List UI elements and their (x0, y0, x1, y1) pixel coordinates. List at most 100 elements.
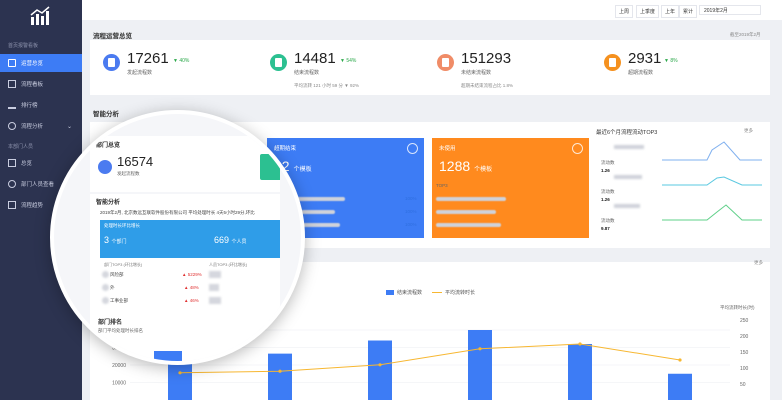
growth-dept: 3 个部门 (104, 235, 127, 245)
stat-trend: ▼ 40% (173, 58, 190, 64)
top-label: TOP3 (436, 183, 448, 188)
sidebar-item-analysis[interactable]: 流程分析 ⌄ (0, 117, 82, 135)
row-value: 9.87 (601, 226, 610, 231)
next-card-peek (260, 154, 280, 180)
btn-last-week[interactable]: 上周 (615, 5, 634, 18)
y2-tick-label: 250 (740, 318, 749, 324)
section-title-smart: 智能分析 (93, 111, 119, 118)
blurred-avatar (102, 271, 109, 278)
row-label: 流动数 (601, 160, 615, 165)
growth-title: 处理时长环比增长 (104, 223, 140, 228)
sidebar-item-overview[interactable]: 运营总览 (0, 54, 82, 72)
legend-label: 结束流程数 (397, 290, 423, 296)
chevron-down-icon: ⌄ (66, 123, 72, 130)
date-picker[interactable]: 2019年2月 (699, 5, 761, 15)
top-bar: 上周 上季度 上年 累计 2019年2月 (82, 0, 782, 20)
overview-icon (8, 159, 16, 167)
right-panel-title: 最近6个月流程流动TOP3 (596, 130, 658, 136)
sidebar-item-label: 排行榜 (21, 103, 38, 109)
people-icon (8, 180, 16, 188)
home-icon (8, 59, 16, 67)
smart-card (90, 194, 280, 324)
stat-trend: ▼ 54% (340, 58, 357, 64)
sidebar-item-overview2[interactable]: 总览 (0, 154, 82, 172)
btn-last-quarter[interactable]: 上季度 (636, 5, 660, 18)
chart-more-link[interactable]: 更多 (754, 260, 763, 265)
list-pct: 100% (405, 209, 417, 214)
btn-last-year[interactable]: 上年 (661, 5, 680, 18)
ranking-icon (8, 101, 16, 109)
sparklines (662, 141, 762, 221)
bar (368, 340, 392, 400)
line-series (179, 343, 681, 374)
y-tick-label: 10000 (112, 381, 126, 387)
line-point (178, 371, 182, 375)
person-top3-label: 人员TOP3 (环比增长) (209, 262, 248, 267)
more-link[interactable]: 更多 (744, 128, 753, 133)
dept-top3-label: 部门TOP3 (环比增长) (104, 262, 143, 267)
btn-cumulative[interactable]: 累计 (679, 5, 698, 18)
blurred-name (614, 175, 642, 179)
stat-sub: 平均流转 121 小时 59 分 ▼ 92% (294, 83, 359, 88)
sidebar-item-label: 流程趋势 (21, 203, 44, 209)
blurred-name (209, 297, 221, 304)
sidebar-item-trend[interactable]: 流程趋势 (0, 196, 82, 214)
blurred-name (614, 145, 644, 149)
sidebar-item-ranking[interactable]: 排行榜 (0, 96, 82, 114)
legend-swatch-line (432, 292, 443, 293)
dept-title: 部门总览 (96, 143, 121, 149)
growth-banner[interactable] (100, 220, 280, 258)
line-point (478, 347, 482, 351)
stat-trend: ▼ 8% (664, 58, 678, 64)
card-title: 未使用 (439, 146, 456, 152)
stat-value: 17261 (127, 50, 169, 67)
legend-label: 平均流转时长 (445, 290, 476, 296)
right-axis-label: 平均流转时长(时) (720, 305, 755, 310)
bar (668, 373, 692, 400)
menu-group-title: 首页报警看板 (8, 43, 39, 49)
stat-label: 结束流程数 (294, 70, 320, 76)
list-item (285, 197, 345, 202)
chart-legend: 结束流程数 平均流转时长 (386, 289, 475, 296)
bar-line-chart: 4000030000200001000025020015010050 (112, 318, 749, 400)
bar (568, 344, 592, 400)
sidebar-item-label: 流程看板 (21, 82, 44, 88)
stat-value: 14481 (294, 50, 336, 67)
clock-icon (407, 143, 418, 154)
sidebar-item-people[interactable]: 部门人员查看 (0, 175, 82, 193)
stat-value: 2931 (628, 50, 662, 67)
stat-label: 超期流程数 (628, 70, 654, 76)
list-item (436, 197, 506, 202)
overview-date-note: 截至2019年2月 (730, 32, 761, 37)
dept-row-name: 外 (110, 285, 115, 290)
list-item (436, 210, 496, 215)
dept-row-name: 风险部 (110, 272, 124, 277)
stat-unfinished: 151293 未结束流程数 超期未结束流程占比 1.8% (429, 42, 594, 92)
card-unused[interactable]: 未使用 1288 个模板 (432, 138, 589, 238)
stat-overdue: 2931 ▼ 8% 超期流程数 (596, 42, 761, 92)
growth-people: 669 个人员 (214, 235, 247, 245)
blurred-name (209, 271, 221, 278)
stat-finished: 14481 ▼ 54% 结束流程数 平均流转 121 小时 59 分 ▼ 92% (262, 42, 427, 92)
rank-unit: (单位: (96, 338, 107, 343)
row-label: 流动数 (601, 189, 615, 194)
bar (468, 330, 492, 400)
sidebar-item-label: 流程分析 (21, 124, 44, 130)
sidebar-item-board[interactable]: 流程看板 (0, 75, 82, 93)
document-icon (98, 160, 112, 174)
line-point (678, 358, 682, 362)
dept-row-name: 工事业部 (110, 298, 128, 303)
section-title-overview: 流程运营总览 (93, 33, 132, 40)
legend-swatch-bar (386, 290, 394, 295)
stat-label: 未结束流程数 (461, 70, 492, 76)
sidebar-item-label: 部门人员查看 (21, 182, 55, 188)
trend-icon (8, 201, 16, 209)
blurred-name (209, 284, 219, 291)
row-value: 1.26 (601, 168, 610, 173)
clock-icon (604, 54, 621, 71)
card-title: 超期结束 (274, 146, 297, 152)
sidebar-item-label: 总览 (21, 161, 33, 167)
sparkline-3 (662, 204, 762, 221)
sparkline-1 (662, 141, 762, 161)
stat-initiated: 17261 ▼ 40% 发起流程数 (95, 42, 260, 92)
